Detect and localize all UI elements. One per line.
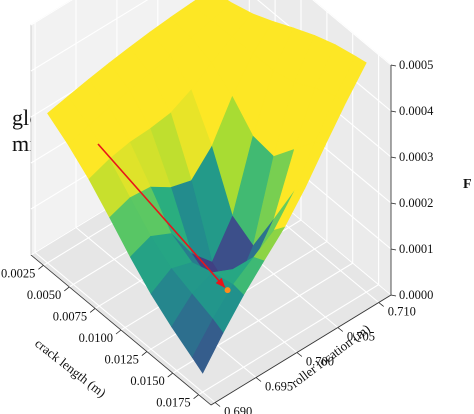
surface-mesh [47, 0, 367, 374]
z-tick-label-2: 0.0002 [399, 196, 433, 210]
axis-line-0 [30, 254, 212, 406]
x-tick-label-1: 0.0050 [27, 288, 61, 302]
annotation-arrow [97, 143, 226, 288]
y-tick-label-2: 0.700 [306, 355, 334, 369]
global-minimum-point [224, 287, 231, 294]
x-tick-0 [38, 265, 44, 270]
z-tick-label-5: 0.0005 [399, 58, 433, 72]
z-tick-2 [390, 202, 397, 205]
z-tick-5 [390, 64, 397, 67]
y-tick-label-3: 0.705 [347, 330, 375, 344]
z-tick-0 [390, 294, 397, 297]
y-tick-3 [337, 327, 344, 332]
x-tick-2 [89, 308, 96, 313]
y-tick-1 [255, 377, 262, 382]
y-tick-label-4: 0.710 [388, 305, 416, 319]
axis-ticks: 0.0025 0.0050 0.0075 0.0100 0.0125 0.0150 0.01… [1, 58, 434, 414]
axis-line-1 [210, 294, 392, 406]
y-tick-4 [378, 302, 384, 307]
x-tick-label-5: 0.0150 [130, 374, 164, 388]
grid-z-back-5 [312, 0, 392, 66]
global-minimum-marker [224, 287, 231, 294]
z-tick-label-3: 0.0003 [399, 150, 433, 164]
z-tick-label-0: 0.0000 [399, 288, 433, 302]
x-tick-6 [193, 394, 199, 399]
z-tick-3 [390, 156, 397, 159]
y-tick-label-0: 0.690 [224, 405, 252, 414]
x-tick-label-0: 0.0025 [1, 266, 35, 280]
x-tick-label-2: 0.0075 [53, 309, 87, 323]
x-tick-4 [141, 351, 148, 356]
grid-y-floor-0 [34, 252, 216, 403]
z-axis-label: F [463, 177, 472, 192]
x-tick-3 [115, 329, 122, 335]
grid-z-left-4 [30, 0, 149, 72]
annotation-arrow-line [97, 143, 226, 288]
grid-z-left-5 [30, 0, 73, 26]
z-tick-label-4: 0.0004 [399, 104, 434, 118]
y-tick-label-1: 0.695 [265, 380, 293, 394]
x-tick-label-3: 0.0100 [79, 331, 113, 345]
x-tick-label-6: 0.0175 [156, 396, 190, 410]
surface-face-7-0 [191, 318, 224, 374]
x-tick-5 [167, 372, 173, 378]
x-axis-label: crack length (m) [32, 336, 109, 401]
y-tick-0 [214, 402, 221, 407]
grid-x-floor-6 [198, 284, 379, 396]
z-tick-1 [390, 248, 397, 251]
x-tick-label-4: 0.0125 [104, 353, 138, 367]
z-tick-label-1: 0.0001 [399, 242, 433, 256]
z-tick-4 [390, 110, 397, 113]
y-tick-2 [296, 352, 303, 357]
x-tick-1 [64, 286, 70, 292]
